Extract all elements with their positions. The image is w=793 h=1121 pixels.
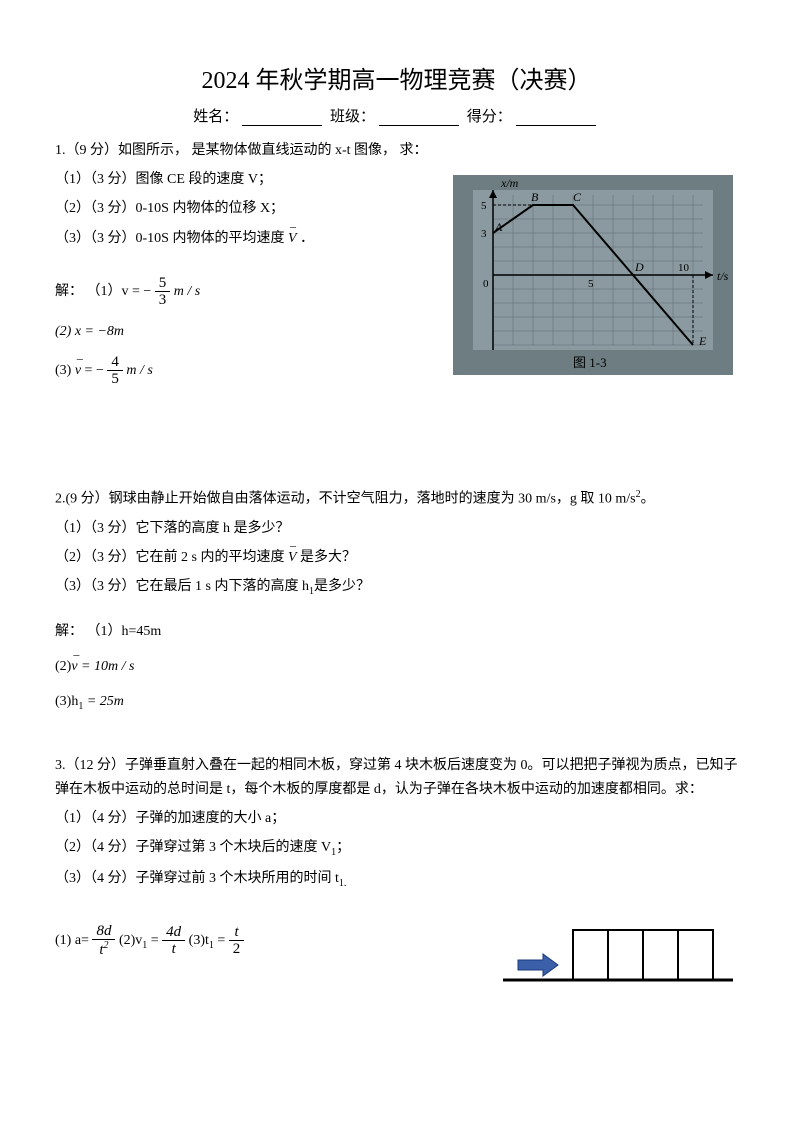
q2-ans-label: 解： (55, 624, 83, 639)
class-blank (379, 110, 459, 126)
graph-caption: 图 1-3 (573, 355, 607, 370)
q3-ans3-frac: t 2 (229, 924, 245, 958)
bullet-blocks-diagram (503, 920, 733, 990)
q2-answer2: (2)v = 10m / s (55, 654, 738, 679)
q2-sub1: （1）（3 分）它下落的高度 h 是多少？ (55, 516, 738, 541)
q1-ans3-num: 4 (107, 354, 123, 372)
score-blank (516, 110, 596, 126)
q3-ans2-prefix: (2)v (119, 933, 142, 948)
question-2: 2.(9 分）钢球由静止开始做自由落体运动，不计空气阻力，落地时的速度为 30 … (55, 486, 738, 716)
q1-header: 1.（9 分）如图所示， 是某物体做直线运动的 x-t 图像， 求： (55, 138, 738, 163)
q1-ans1-suffix: m / s (174, 284, 200, 299)
q2-header-text: 2.(9 分）钢球由静止开始做自由落体运动，不计空气阻力，落地时的速度为 30 … (55, 492, 636, 507)
tick-5: 5 (481, 200, 487, 212)
q3-sub3-a: （3）（4 分）子弹穿过前 3 个木块所用的时间 t (55, 871, 339, 886)
q2-sub2: （2）（3 分）它在前 2 s 内的平均速度 V 是多大？ (55, 545, 738, 570)
score-label: 得分： (467, 109, 512, 125)
q3-sub2-b: ； (336, 840, 350, 855)
q1-ans3-prefix: (3) (55, 363, 71, 378)
x-axis-label: t/s (717, 269, 729, 283)
q3-sub3: （3）（4 分）子弹穿过前 3 个木块所用的时间 t1. (55, 866, 738, 893)
q2-sub2-b: 是多大？ (300, 550, 356, 565)
q3-header: 3.（12 分）子弹垂直射入叠在一起的相同木板，穿过第 4 块木板后速度变为 0… (55, 754, 738, 802)
q1-ans3-den: 5 (107, 371, 123, 388)
q2-ans3-prefix: (3)h (55, 694, 78, 709)
q1-ans3-frac: 4 5 (107, 354, 123, 388)
class-label: 班级： (330, 109, 375, 125)
q3-ans2-num: 4d (162, 924, 185, 942)
q2-ans3-rest: = 25m (83, 694, 124, 709)
q2-sub3-b: 是多少？ (314, 579, 370, 594)
q2-ans2-var: v (71, 654, 77, 679)
q3-ans3-prefix: (3)t (189, 933, 209, 948)
name-blank (242, 110, 322, 126)
q3-ans2-den: t (162, 941, 185, 958)
q3-sub2-a: （2）（4 分）子弹穿过第 3 个木块后的速度 V (55, 840, 331, 855)
point-a: A (494, 220, 503, 234)
q3-ans3-den: 2 (229, 941, 245, 958)
q3-ans2-frac: 4d t (162, 924, 185, 958)
q1-ans1-frac: 5 3 (155, 275, 171, 309)
q3-ans1-den: t2 (92, 940, 115, 959)
point-e: E (698, 334, 707, 348)
q2-sub3: （3）（3 分）它在最后 1 s 内下落的高度 h1是多少？ (55, 574, 738, 601)
q2-header-end: 。 (641, 492, 655, 507)
tick-x10: 10 (678, 262, 690, 274)
q3-ans3-eq: = (214, 933, 229, 948)
xt-graph: x/m t/s 5 3 0 5 10 A B C D E 图 1-3 (453, 175, 733, 375)
q2-sub2-a: （2）（3 分）它在前 2 s 内的平均速度 (55, 550, 284, 565)
point-d: D (634, 260, 644, 274)
q2-ans1-text: （1）h=45m (87, 624, 162, 639)
q1-ans3-eq: = − (85, 363, 104, 378)
tick-3: 3 (481, 228, 487, 240)
q1-sub3-text: （3）（3 分）0-10S 内物体的平均速度 (55, 231, 284, 246)
q2-vbar: V (288, 545, 297, 570)
point-c: C (573, 190, 582, 204)
q2-ans2-rest: = 10m / s (78, 659, 135, 674)
q2-answer3: (3)h1 = 25m (55, 689, 738, 716)
page-title: 2024 年秋学期高一物理竞赛（决赛） (55, 60, 738, 95)
q3-ans1-prefix: (1) a= (55, 933, 89, 948)
q3-ans3-num: t (229, 924, 245, 942)
tick-x5: 5 (588, 278, 594, 290)
q3-sub1: （1）（4 分）子弹的加速度的大小 a； (55, 806, 738, 831)
q3-sub3-idx: 1. (339, 878, 347, 889)
q3-ans2-eq: = (147, 933, 162, 948)
info-line: 姓名： 班级： 得分： (55, 105, 738, 126)
q1-ans-label: 解： (55, 284, 83, 299)
q1-ans3-var: v (75, 358, 81, 383)
q2-sub3-a: （3）（3 分）它在最后 1 s 内下落的高度 h (55, 579, 309, 594)
q1-ans1-prefix: （1）v = − (87, 284, 152, 299)
q2-answer1: 解： （1）h=45m (55, 619, 738, 644)
q2-ans2-prefix: (2) (55, 659, 71, 674)
vbar-symbol: V (288, 226, 297, 251)
q2-header: 2.(9 分）钢球由静止开始做自由落体运动，不计空气阻力，落地时的速度为 30 … (55, 486, 738, 512)
q1-ans3-suffix: m / s (126, 363, 152, 378)
point-b: B (531, 190, 539, 204)
q1-ans2-text: (2) x = −8m (55, 324, 124, 339)
tick-0: 0 (483, 278, 489, 290)
y-axis-label: x/m (500, 176, 519, 190)
q1-ans1-den: 3 (155, 292, 171, 309)
q3-ans1-frac: 8d t2 (92, 923, 115, 959)
q3-sub2: （2）（4 分）子弹穿过第 3 个木块后的速度 V1； (55, 835, 738, 862)
q1-ans1-num: 5 (155, 275, 171, 293)
q1-period: ． (300, 231, 314, 246)
q3-ans1-num: 8d (92, 923, 115, 941)
name-label: 姓名： (193, 109, 238, 125)
